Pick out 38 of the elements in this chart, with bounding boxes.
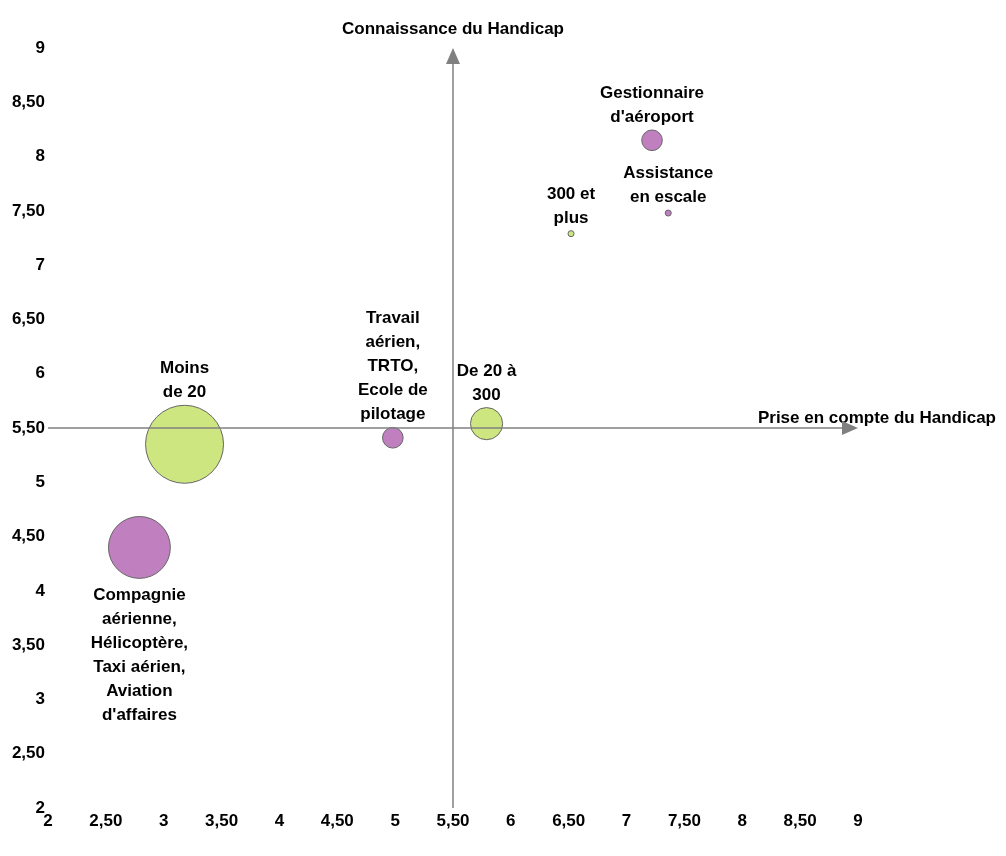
x-tick-label: 6,50 — [552, 810, 586, 830]
y-tick-label: 3,50 — [11, 634, 45, 654]
annotation: Assistance en escale — [623, 163, 714, 207]
x-tick-label: 7,50 — [667, 810, 701, 830]
annotation: Compagnie aérienne, Hélicoptère, Taxi aérien, Aviation d'affaires — [90, 585, 189, 725]
y-tick-label: 8 — [35, 146, 45, 166]
x-tick-label: 6 — [506, 810, 516, 830]
x-tick-label: 3,50 — [205, 810, 239, 830]
y-tick-label: 5 — [35, 471, 45, 491]
x-tick-label: 8 — [737, 810, 748, 830]
y-tick-label: 9 — [35, 37, 45, 57]
x-tick-label: 3 — [158, 810, 169, 830]
y-tick-label: 2 — [35, 797, 45, 817]
y-tick-label: 4,50 — [11, 526, 45, 546]
y-tick-label: 6 — [35, 363, 45, 383]
y-tick-label: 8,50 — [11, 91, 45, 111]
y-tick-label: 5,50 — [11, 417, 45, 437]
x-tick-label: 7 — [621, 810, 632, 830]
y-tick-label: 7 — [35, 254, 45, 274]
x-tick-label: 4 — [274, 810, 285, 830]
y-tick-label: 4 — [35, 580, 46, 600]
y-tick-label: 6,50 — [11, 309, 45, 329]
x-tick-label: 9 — [853, 810, 863, 830]
x-tick-label: 2,50 — [89, 810, 123, 830]
annotation: Moins de 20 — [159, 358, 210, 402]
annotation: 300 et plus — [546, 183, 596, 227]
x-tick-label: 4,50 — [320, 810, 354, 830]
x-tick-label: 5,50 — [436, 810, 470, 830]
annotation: Travail aérien, TRTO, Ecole de pilotage — [357, 308, 428, 424]
y-tick-label: 2,50 — [11, 743, 45, 763]
ref-line-label: Connaissance du Handicap — [342, 19, 564, 38]
x-tick-label: 8,50 — [783, 810, 817, 830]
x-tick-label: 5 — [390, 810, 400, 830]
annotation: De 20 à 300 — [456, 360, 517, 404]
ref-line-label: Prise en compte du Handicap — [757, 408, 996, 427]
annotation: Gestionnaire d'aéroport — [600, 82, 704, 126]
y-tick-label: 7,50 — [11, 200, 45, 220]
y-tick-label: 3 — [35, 689, 45, 709]
